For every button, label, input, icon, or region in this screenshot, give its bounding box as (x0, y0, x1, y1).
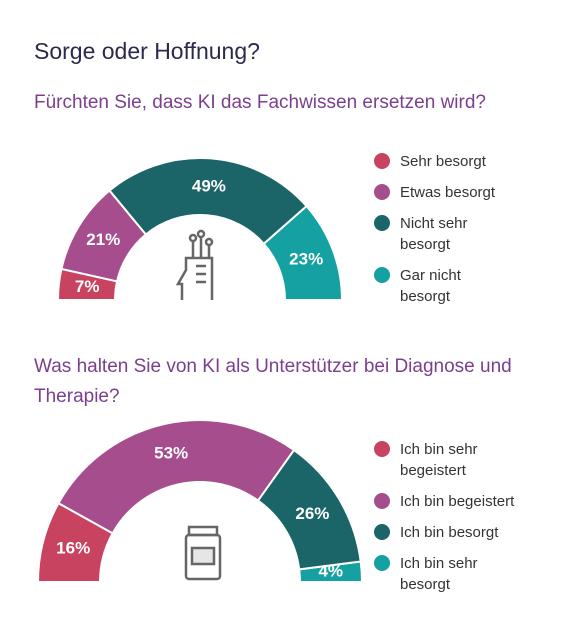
legend-label: Ich bin sehr begeistert (400, 441, 478, 479)
legend-label: Gar nicht besorgt (400, 267, 461, 305)
legend-item: Sehr besorgt (374, 151, 510, 172)
legend-swatch (374, 153, 390, 169)
value-label: 4% (318, 561, 343, 580)
legend-swatch (374, 184, 390, 200)
legend-label: Ich bin sehr besorgt (400, 555, 478, 593)
segment (108, 157, 308, 246)
page-title: Sorge oder Hoffnung? (34, 38, 260, 64)
value-label: 53% (154, 444, 188, 463)
legend-item: Etwas besorgt (374, 182, 510, 203)
legend-label: Etwas besorgt (400, 184, 496, 201)
chart-title: Fürchten Sie, dass KI das Fachwissen ers… (34, 92, 486, 113)
segment (262, 204, 344, 301)
segment (256, 448, 362, 571)
value-label: 16% (56, 539, 90, 558)
legend-swatch (374, 493, 390, 509)
segment (60, 189, 148, 283)
legend: Sehr besorgt Etwas besorgt Nicht sehr beso… (374, 151, 510, 307)
chart-title: Was halten Sie von KI als Unterstützer b… (34, 356, 512, 407)
value-label: 23% (289, 249, 323, 268)
value-label: 49% (192, 176, 226, 195)
legend-item: Ich bin besorgt (374, 522, 528, 543)
segment (298, 560, 364, 583)
legend-swatch (374, 524, 390, 540)
legend-item: Nicht sehr besorgt (374, 213, 510, 255)
segment (56, 267, 119, 301)
legend-item: Ich bin sehr begeistert (374, 439, 528, 481)
legend: Ich bin sehr begeistert Ich bin begeister… (374, 439, 528, 595)
legend-item: Gar nicht besorgt (374, 265, 510, 307)
jar-icon (184, 525, 222, 581)
head-icon (175, 229, 214, 300)
legend-label: Ich bin begeistert (400, 493, 515, 510)
value-label: 26% (295, 504, 329, 523)
value-label: 7% (75, 277, 100, 296)
legend-label: Sehr besorgt (400, 153, 486, 170)
legend-swatch (374, 555, 390, 571)
legend-label: Ich bin besorgt (400, 524, 499, 541)
segment (36, 501, 114, 583)
legend-swatch (374, 267, 390, 283)
legend-item: Ich bin begeistert (374, 491, 528, 512)
segment (57, 419, 296, 535)
legend-swatch (374, 441, 390, 457)
legend-item: Ich bin sehr besorgt (374, 553, 528, 595)
legend-swatch (374, 215, 390, 231)
value-label: 21% (86, 230, 120, 249)
legend-label: Nicht sehr besorgt (400, 215, 468, 253)
